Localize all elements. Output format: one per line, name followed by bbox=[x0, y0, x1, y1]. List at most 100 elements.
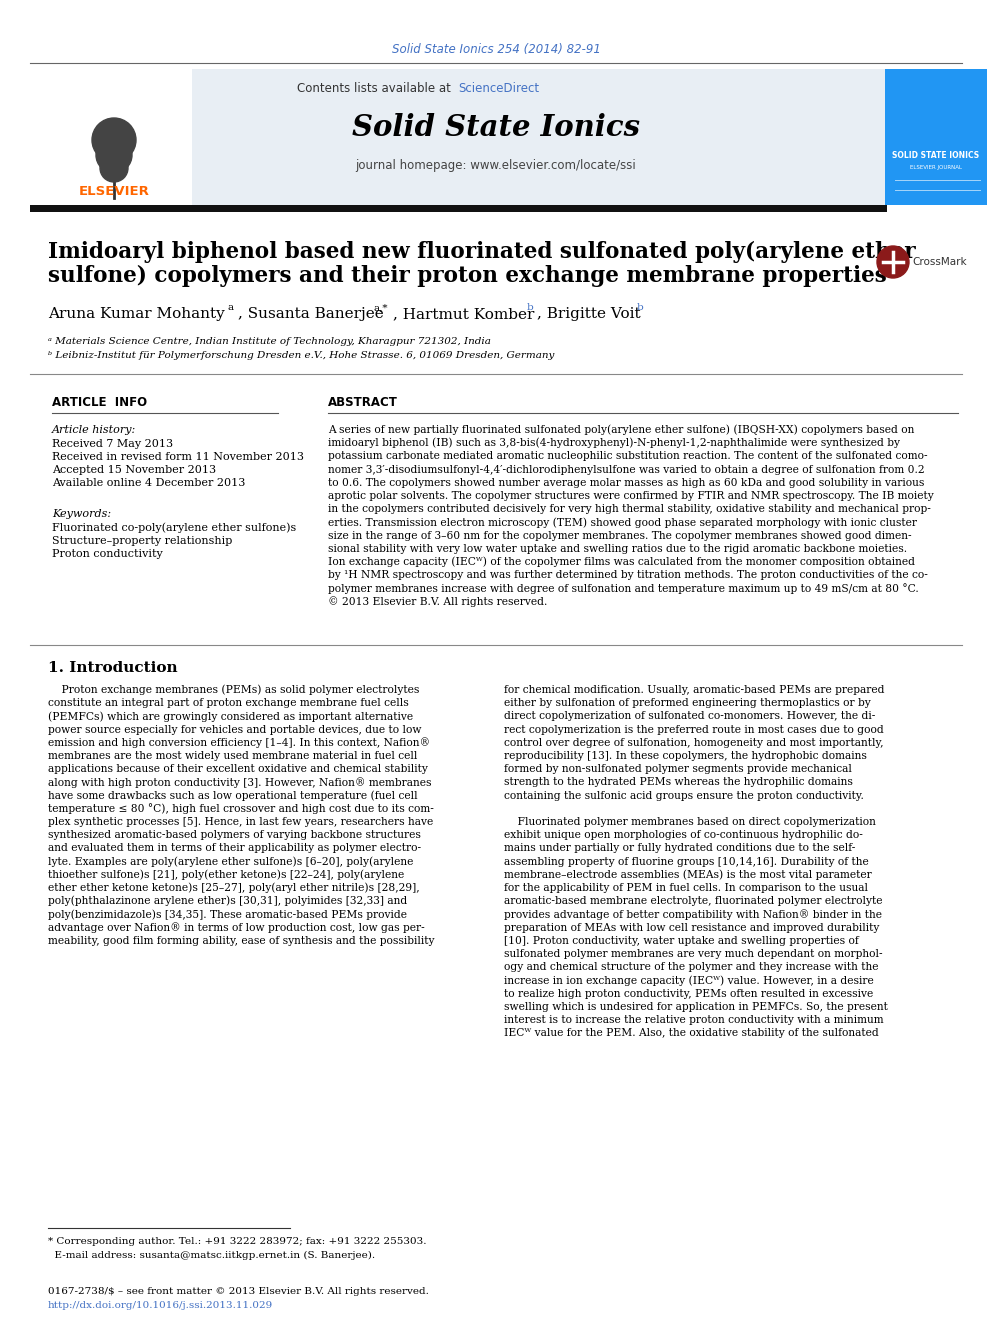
Text: 1. Introduction: 1. Introduction bbox=[48, 662, 178, 675]
Text: synthesized aromatic-based polymers of varying backbone structures: synthesized aromatic-based polymers of v… bbox=[48, 831, 421, 840]
Text: sional stability with very low water uptake and swelling ratios due to the rigid: sional stability with very low water upt… bbox=[328, 544, 907, 554]
Text: for the applicability of PEM in fuel cells. In comparison to the usual: for the applicability of PEM in fuel cel… bbox=[504, 882, 868, 893]
Text: lyte. Examples are poly(arylene ether sulfone)s [6–20], poly(arylene: lyte. Examples are poly(arylene ether su… bbox=[48, 856, 414, 867]
Text: , Hartmut Komber: , Hartmut Komber bbox=[393, 307, 535, 321]
Text: ogy and chemical structure of the polymer and they increase with the: ogy and chemical structure of the polyme… bbox=[504, 962, 879, 972]
Bar bbox=[30, 205, 887, 212]
Text: Available online 4 December 2013: Available online 4 December 2013 bbox=[52, 478, 245, 488]
Text: b: b bbox=[637, 303, 644, 312]
Bar bbox=[30, 69, 192, 205]
Text: reproducibility [13]. In these copolymers, the hydrophobic domains: reproducibility [13]. In these copolymer… bbox=[504, 751, 867, 761]
Text: and evaluated them in terms of their applicability as polymer electro-: and evaluated them in terms of their app… bbox=[48, 843, 422, 853]
Text: aprotic polar solvents. The copolymer structures were confirmed by FTIR and NMR : aprotic polar solvents. The copolymer st… bbox=[328, 491, 933, 501]
Text: plex synthetic processes [5]. Hence, in last few years, researchers have: plex synthetic processes [5]. Hence, in … bbox=[48, 818, 434, 827]
Bar bbox=[30, 69, 885, 205]
Text: ᵃ Materials Science Centre, Indian Institute of Technology, Kharagpur 721302, In: ᵃ Materials Science Centre, Indian Insti… bbox=[48, 337, 491, 347]
Circle shape bbox=[96, 138, 132, 173]
Text: Keywords:: Keywords: bbox=[52, 509, 111, 519]
Text: http://dx.doi.org/10.1016/j.ssi.2013.11.029: http://dx.doi.org/10.1016/j.ssi.2013.11.… bbox=[48, 1301, 273, 1310]
Text: membrane–electrode assemblies (MEAs) is the most vital parameter: membrane–electrode assemblies (MEAs) is … bbox=[504, 869, 872, 880]
Text: IECᵂ value for the PEM. Also, the oxidative stability of the sulfonated: IECᵂ value for the PEM. Also, the oxidat… bbox=[504, 1028, 879, 1039]
Text: either by sulfonation of preformed engineering thermoplastics or by: either by sulfonation of preformed engin… bbox=[504, 699, 871, 708]
Text: a,*: a,* bbox=[374, 303, 389, 312]
Text: nomer 3,3′-disodiumsulfonyl-4,4′-dichlorodiphenylsulfone was varied to obtain a : nomer 3,3′-disodiumsulfonyl-4,4′-dichlor… bbox=[328, 464, 925, 475]
Text: rect copolymerization is the preferred route in most cases due to good: rect copolymerization is the preferred r… bbox=[504, 725, 884, 734]
Circle shape bbox=[92, 118, 136, 161]
Text: power source especially for vehicles and portable devices, due to low: power source especially for vehicles and… bbox=[48, 725, 422, 734]
Circle shape bbox=[100, 153, 128, 183]
Text: ABSTRACT: ABSTRACT bbox=[328, 396, 398, 409]
Text: aromatic-based membrane electrolyte, fluorinated polymer electrolyte: aromatic-based membrane electrolyte, flu… bbox=[504, 896, 883, 906]
Text: poly(benzimidazole)s [34,35]. These aromatic-based PEMs provide: poly(benzimidazole)s [34,35]. These arom… bbox=[48, 909, 407, 919]
Text: along with high proton conductivity [3]. However, Nafion® membranes: along with high proton conductivity [3].… bbox=[48, 777, 432, 787]
Text: Imidoaryl biphenol based new fluorinated sulfonated poly(arylene ether: Imidoaryl biphenol based new fluorinated… bbox=[48, 241, 916, 263]
Bar bbox=[885, 69, 987, 205]
Text: sulfone) copolymers and their proton exchange membrane properties: sulfone) copolymers and their proton exc… bbox=[48, 265, 887, 287]
Text: increase in ion exchange capacity (IECᵂ) value. However, in a desire: increase in ion exchange capacity (IECᵂ)… bbox=[504, 975, 874, 986]
Text: preparation of MEAs with low cell resistance and improved durability: preparation of MEAs with low cell resist… bbox=[504, 922, 879, 933]
Text: in the copolymers contributed decisively for very high thermal stability, oxidat: in the copolymers contributed decisively… bbox=[328, 504, 930, 515]
Text: advantage over Nafion® in terms of low production cost, low gas per-: advantage over Nafion® in terms of low p… bbox=[48, 922, 425, 933]
Text: ELSEVIER JOURNAL: ELSEVIER JOURNAL bbox=[910, 165, 962, 171]
Text: sulfonated polymer membranes are very much dependant on morphol-: sulfonated polymer membranes are very mu… bbox=[504, 949, 883, 959]
Text: direct copolymerization of sulfonated co-monomers. However, the di-: direct copolymerization of sulfonated co… bbox=[504, 712, 875, 721]
Text: poly(phthalazinone arylene ether)s [30,31], polyimides [32,33] and: poly(phthalazinone arylene ether)s [30,3… bbox=[48, 896, 408, 906]
Circle shape bbox=[877, 246, 909, 278]
Text: Received in revised form 11 November 2013: Received in revised form 11 November 201… bbox=[52, 452, 304, 462]
Text: © 2013 Elsevier B.V. All rights reserved.: © 2013 Elsevier B.V. All rights reserved… bbox=[328, 597, 548, 607]
Text: Ion exchange capacity (IECᵂ) of the copolymer films was calculated from the mono: Ion exchange capacity (IECᵂ) of the copo… bbox=[328, 557, 915, 568]
Text: journal homepage: www.elsevier.com/locate/ssi: journal homepage: www.elsevier.com/locat… bbox=[355, 159, 637, 172]
Text: Article history:: Article history: bbox=[52, 425, 136, 435]
Text: strength to the hydrated PEMs whereas the hydrophilic domains: strength to the hydrated PEMs whereas th… bbox=[504, 778, 853, 787]
Text: potassium carbonate mediated aromatic nucleophilic substitution reaction. The co: potassium carbonate mediated aromatic nu… bbox=[328, 451, 928, 462]
Text: (PEMFCs) which are growingly considered as important alternative: (PEMFCs) which are growingly considered … bbox=[48, 712, 413, 721]
Text: mains under partially or fully hydrated conditions due to the self-: mains under partially or fully hydrated … bbox=[504, 843, 855, 853]
Text: to realize high proton conductivity, PEMs often resulted in excessive: to realize high proton conductivity, PEM… bbox=[504, 988, 873, 999]
Text: imidoaryl biphenol (IB) such as 3,8-bis(4-hydroxyphenyl)-N-phenyl-1,2-naphthalim: imidoaryl biphenol (IB) such as 3,8-bis(… bbox=[328, 438, 900, 448]
Text: , Susanta Banerjee: , Susanta Banerjee bbox=[238, 307, 384, 321]
Text: applications because of their excellent oxidative and chemical stability: applications because of their excellent … bbox=[48, 765, 428, 774]
Text: membranes are the most widely used membrane material in fuel cell: membranes are the most widely used membr… bbox=[48, 751, 418, 761]
Text: have some drawbacks such as low operational temperature (fuel cell: have some drawbacks such as low operatio… bbox=[48, 790, 418, 800]
Text: size in the range of 3–60 nm for the copolymer membranes. The copolymer membrane: size in the range of 3–60 nm for the cop… bbox=[328, 531, 912, 541]
Text: ScienceDirect: ScienceDirect bbox=[458, 82, 539, 94]
Text: ᵇ Leibniz-Institut für Polymerforschung Dresden e.V., Hohe Strasse. 6, 01069 Dre: ᵇ Leibniz-Institut für Polymerforschung … bbox=[48, 352, 555, 360]
Text: emission and high conversion efficiency [1–4]. In this context, Nafion®: emission and high conversion efficiency … bbox=[48, 737, 431, 749]
Text: interest is to increase the relative proton conductivity with a minimum: interest is to increase the relative pro… bbox=[504, 1015, 884, 1025]
Text: A series of new partially fluorinated sulfonated poly(arylene ether sulfone) (IB: A series of new partially fluorinated su… bbox=[328, 425, 915, 435]
Text: Accepted 15 November 2013: Accepted 15 November 2013 bbox=[52, 464, 216, 475]
Text: Fluorinated polymer membranes based on direct copolymerization: Fluorinated polymer membranes based on d… bbox=[504, 818, 876, 827]
Text: ether ether ketone ketone)s [25–27], poly(aryl ether nitrile)s [28,29],: ether ether ketone ketone)s [25–27], pol… bbox=[48, 882, 420, 893]
Text: b: b bbox=[527, 303, 534, 312]
Text: meability, good film forming ability, ease of synthesis and the possibility: meability, good film forming ability, ea… bbox=[48, 935, 434, 946]
Text: Proton exchange membranes (PEMs) as solid polymer electrolytes: Proton exchange membranes (PEMs) as soli… bbox=[48, 685, 420, 696]
Text: for chemical modification. Usually, aromatic-based PEMs are prepared: for chemical modification. Usually, arom… bbox=[504, 685, 885, 695]
Text: polymer membranes increase with degree of sulfonation and temperature maximum up: polymer membranes increase with degree o… bbox=[328, 583, 919, 594]
Text: * Corresponding author. Tel.: +91 3222 283972; fax: +91 3222 255303.: * Corresponding author. Tel.: +91 3222 2… bbox=[48, 1237, 427, 1246]
Text: containing the sulfonic acid groups ensure the proton conductivity.: containing the sulfonic acid groups ensu… bbox=[504, 791, 864, 800]
Text: to 0.6. The copolymers showed number average molar masses as high as 60 kDa and : to 0.6. The copolymers showed number ave… bbox=[328, 478, 925, 488]
Text: , Brigitte Voit: , Brigitte Voit bbox=[537, 307, 641, 321]
Text: ARTICLE  INFO: ARTICLE INFO bbox=[52, 396, 147, 409]
Text: 0167-2738/$ – see front matter © 2013 Elsevier B.V. All rights reserved.: 0167-2738/$ – see front matter © 2013 El… bbox=[48, 1286, 429, 1295]
Text: Structure–property relationship: Structure–property relationship bbox=[52, 536, 232, 546]
Text: provides advantage of better compatibility with Nafion® binder in the: provides advantage of better compatibili… bbox=[504, 909, 882, 919]
Text: Fluorinated co-poly(arylene ether sulfone)s: Fluorinated co-poly(arylene ether sulfon… bbox=[52, 523, 297, 533]
Text: by ¹H NMR spectroscopy and was further determined by titration methods. The prot: by ¹H NMR spectroscopy and was further d… bbox=[328, 570, 928, 581]
Text: [10]. Proton conductivity, water uptake and swelling properties of: [10]. Proton conductivity, water uptake … bbox=[504, 935, 859, 946]
Text: Aruna Kumar Mohanty: Aruna Kumar Mohanty bbox=[48, 307, 225, 321]
Text: exhibit unique open morphologies of co-continuous hydrophilic do-: exhibit unique open morphologies of co-c… bbox=[504, 831, 863, 840]
Text: temperature ≤ 80 °C), high fuel crossover and high cost due to its com-: temperature ≤ 80 °C), high fuel crossove… bbox=[48, 803, 434, 814]
Text: Solid State Ionics 254 (2014) 82-91: Solid State Ionics 254 (2014) 82-91 bbox=[392, 44, 600, 57]
Text: SOLID STATE IONICS: SOLID STATE IONICS bbox=[893, 151, 979, 160]
Text: erties. Transmission electron microscopy (TEM) showed good phase separated morph: erties. Transmission electron microscopy… bbox=[328, 517, 917, 528]
Text: thioether sulfone)s [21], poly(ether ketone)s [22–24], poly(arylene: thioether sulfone)s [21], poly(ether ket… bbox=[48, 869, 405, 880]
Text: a: a bbox=[228, 303, 234, 312]
Text: ELSEVIER: ELSEVIER bbox=[78, 185, 150, 198]
Text: E-mail address: susanta@matsc.iitkgp.ernet.in (S. Banerjee).: E-mail address: susanta@matsc.iitkgp.ern… bbox=[48, 1250, 375, 1259]
Text: control over degree of sulfonation, homogeneity and most importantly,: control over degree of sulfonation, homo… bbox=[504, 738, 884, 747]
Text: CrossMark: CrossMark bbox=[912, 257, 966, 267]
Text: Solid State Ionics: Solid State Ionics bbox=[352, 112, 640, 142]
Text: constitute an integral part of proton exchange membrane fuel cells: constitute an integral part of proton ex… bbox=[48, 699, 409, 708]
Text: Proton conductivity: Proton conductivity bbox=[52, 549, 163, 560]
